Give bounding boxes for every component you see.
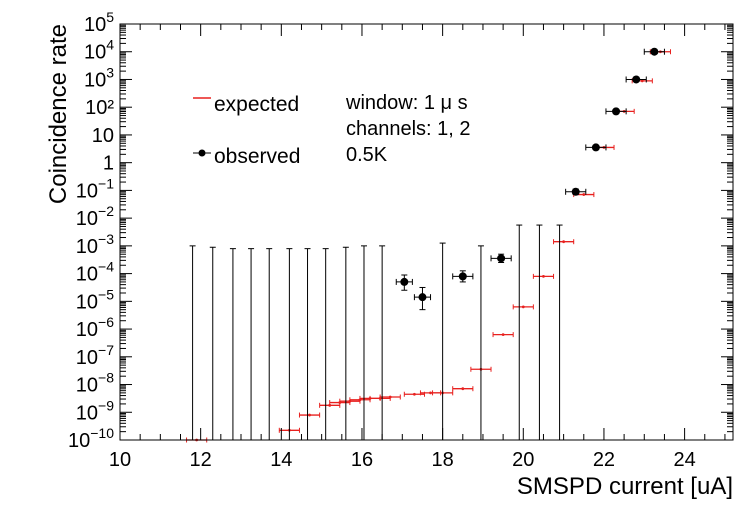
y-tick-label: 10−9 xyxy=(76,397,114,424)
legend-observed-marker xyxy=(198,149,206,157)
axis-ticks xyxy=(119,23,733,441)
x-tick-label: 18 xyxy=(432,449,454,471)
expected-point xyxy=(521,305,525,309)
observed-point xyxy=(650,47,659,56)
expected-point xyxy=(388,395,392,399)
expected-point xyxy=(429,391,432,395)
x-tick-label: 14 xyxy=(270,449,292,471)
observed-point xyxy=(571,187,580,196)
annotations: window: 1 μ s channels: 1, 2 0.5K xyxy=(345,92,471,166)
expected-point xyxy=(308,413,311,417)
y-tick-label: 10−6 xyxy=(76,314,114,341)
expected-point xyxy=(542,274,545,278)
expected-point xyxy=(328,403,332,407)
legend-expected-label: expected xyxy=(214,93,299,116)
y-tick-label: 10−5 xyxy=(76,286,114,313)
x-tick-label: 22 xyxy=(593,449,615,471)
annotation-channels: channels: 1, 2 xyxy=(346,118,471,140)
observed-series xyxy=(189,47,665,440)
expected-point xyxy=(562,240,566,244)
y-tick-label: 104 xyxy=(84,37,114,64)
x-tick-label: 24 xyxy=(673,449,695,471)
annotation-window: window: 1 μ s xyxy=(345,92,468,114)
y-tick-label: 10−2 xyxy=(76,203,114,230)
plot-frame xyxy=(119,23,734,441)
expected-point xyxy=(582,193,586,196)
x-axis-title: SMSPD current [uA] xyxy=(517,473,733,500)
expected-point xyxy=(501,333,505,337)
y-tick-label: 103 xyxy=(84,64,114,91)
x-tick-label: 12 xyxy=(190,449,212,471)
observed-point xyxy=(497,254,506,263)
expected-point xyxy=(640,79,644,83)
x-tick-label: 16 xyxy=(351,449,373,471)
annotation-temperature: 0.5K xyxy=(346,144,388,166)
observed-point xyxy=(458,272,467,281)
legend: expected observed xyxy=(193,93,300,168)
observed-point xyxy=(400,277,409,286)
expected-point xyxy=(413,392,416,396)
y-tick-label: 10−1 xyxy=(76,175,114,202)
y-tick-label: 10−4 xyxy=(76,259,114,286)
y-tick-label: 10² xyxy=(85,97,114,119)
observed-point xyxy=(632,75,641,84)
y-tick-label: 10−7 xyxy=(76,342,114,369)
observed-point xyxy=(612,107,621,116)
y-tick-label: 10−8 xyxy=(76,370,114,397)
y-tick-label: 105 xyxy=(84,9,114,36)
y-tick-label: 1 xyxy=(103,153,114,175)
x-tick-labels: 10 12 14 16 18 20 22 24 xyxy=(109,449,696,471)
observed-point xyxy=(418,293,427,302)
x-tick-label: 20 xyxy=(512,449,534,471)
y-tick-labels: 10−1010−910−810−710−610−510−410−310−210−… xyxy=(68,9,114,452)
y-tick-label: 10 xyxy=(92,125,114,147)
y-axis-title: Coincidence rate xyxy=(45,24,72,204)
expected-point xyxy=(461,387,465,391)
x-tick-label: 10 xyxy=(109,449,131,471)
legend-observed-label: observed xyxy=(214,145,300,168)
observed-point xyxy=(591,143,600,152)
y-tick-label: 10−10 xyxy=(68,425,114,452)
y-tick-label: 10−3 xyxy=(76,231,114,258)
